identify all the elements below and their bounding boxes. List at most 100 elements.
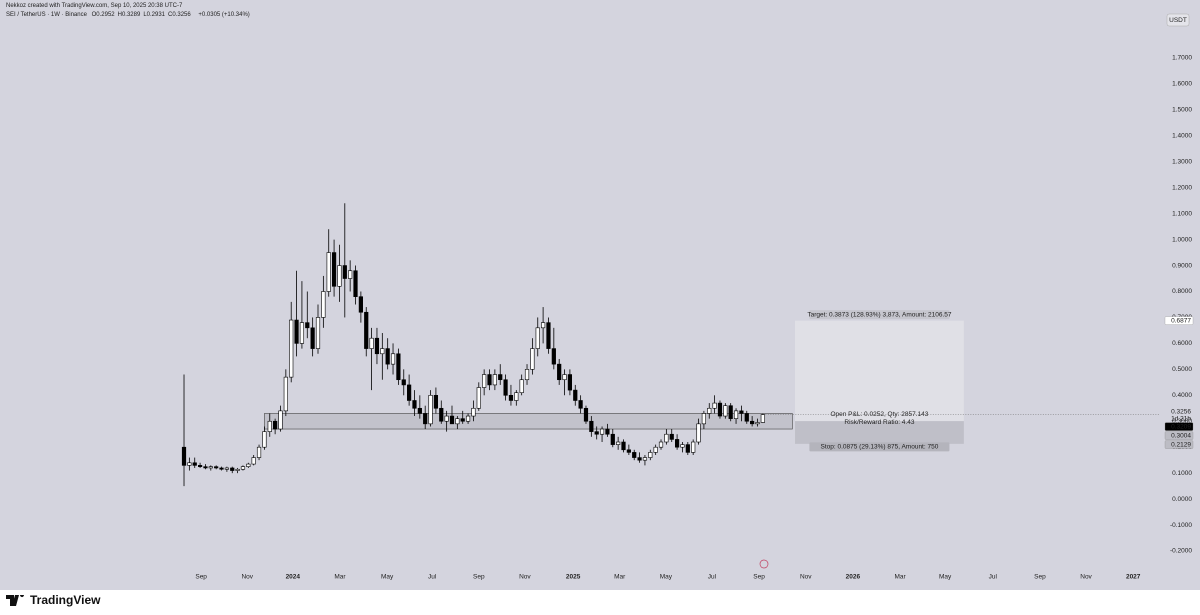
y-tick-label: 0.0000: [1172, 496, 1192, 503]
candle-body: [348, 270, 353, 279]
x-tick-label: 2026: [846, 574, 861, 581]
y-tick-label: -0.1000: [1170, 522, 1192, 529]
candle-body: [626, 449, 631, 453]
candle-body: [514, 392, 519, 401]
y-tick-label: 1.7000: [1172, 55, 1192, 62]
x-tick-label: Jul: [428, 574, 437, 581]
x-tick-label: 2025: [566, 574, 581, 581]
x-tick-label: May: [381, 574, 394, 581]
candle-body: [637, 457, 642, 461]
label-box: [809, 442, 950, 452]
x-tick-label: Mar: [894, 574, 906, 581]
chart: USDT -0.2000-0.10000.00000.10000.20000.3…: [0, 0, 1200, 590]
candle-body: [717, 402, 723, 417]
candle-body: [760, 414, 765, 423]
candle-body: [251, 457, 256, 465]
candle-body: [498, 374, 503, 381]
zone: [264, 413, 793, 430]
event-icon[interactable]: [759, 559, 769, 569]
candle-body: [197, 465, 203, 467]
candle-body: [374, 337, 380, 355]
candle-body: [712, 402, 717, 409]
y-tick-label: 1.4000: [1172, 133, 1192, 140]
ohlc-key: H: [117, 12, 122, 18]
candle-body: [691, 441, 696, 453]
candle-body: [460, 418, 465, 422]
candle-body: [208, 466, 213, 469]
candle-body: [273, 420, 278, 430]
candle-body: [605, 428, 610, 435]
x-tick-label: Mar: [334, 574, 346, 581]
candle-body: [412, 400, 417, 409]
header: Nekkoz created with TradingView.com, Sep…: [6, 2, 253, 20]
ohlc-value: 0.2952: [96, 12, 115, 18]
candle-body: [664, 433, 669, 443]
legend: SEI / TetherUS · 1W · Binance O0.2952 H0.…: [6, 11, 253, 20]
candle-body: [503, 379, 508, 396]
candle-body: [583, 407, 589, 422]
marker-price-box: [1164, 422, 1194, 431]
candle-body: [642, 457, 648, 461]
target-area: [795, 320, 964, 422]
candle-body: [219, 467, 224, 470]
chart-background: [0, 0, 1200, 590]
currency-box[interactable]: [1166, 13, 1190, 27]
candle-body: [407, 384, 412, 401]
candle-body: [755, 422, 760, 425]
candle-body: [321, 291, 326, 318]
y-tick-label: 0.1000: [1172, 470, 1192, 477]
candle-body: [364, 311, 369, 349]
candle-body: [380, 348, 385, 355]
candle-body: [680, 444, 685, 448]
stop-area: [795, 421, 964, 444]
candle-body: [428, 394, 433, 425]
candle-body: [573, 389, 578, 401]
candle-body: [294, 319, 299, 344]
ohlc-key: C: [168, 12, 173, 18]
marker-price: 0.3209: [1171, 423, 1191, 430]
candle-body: [589, 420, 594, 432]
candle-body: [541, 322, 546, 329]
candle-body: [369, 337, 374, 349]
candle-body: [289, 319, 294, 378]
x-tick-label: Sep: [195, 574, 207, 581]
x-tick-label: Nov: [800, 574, 812, 581]
candle-body: [246, 463, 251, 467]
candle-body: [342, 265, 347, 279]
candle-body: [187, 462, 192, 466]
candle-body: [214, 466, 219, 469]
x-tick-label: Jul: [989, 574, 998, 581]
y-tick-label: 0.4000: [1172, 392, 1192, 399]
x-tick-label: Sep: [1034, 574, 1046, 581]
entry-price-box: [1164, 431, 1194, 440]
candle-body: [401, 379, 406, 386]
y-tick-label: 1.0000: [1172, 236, 1192, 243]
candle-body: [658, 441, 664, 448]
y-tick-label: 0.5000: [1172, 366, 1192, 373]
candle-body: [256, 446, 262, 458]
candle-body: [669, 433, 674, 440]
y-tick-label: 0.9000: [1172, 262, 1192, 269]
candle-body: [235, 468, 240, 471]
candle-body: [551, 348, 556, 365]
x-tick-label: Sep: [753, 574, 765, 581]
candle-body: [465, 415, 471, 422]
x-tick-label: Nov: [241, 574, 253, 581]
candle-body: [396, 353, 401, 381]
x-tick-label: 2027: [1126, 574, 1141, 581]
candle-body: [648, 452, 653, 458]
ohlc-value: 0.3256: [172, 12, 191, 18]
candle-body: [471, 407, 476, 417]
ohlc-key: L: [143, 12, 147, 18]
candle-body: [192, 462, 197, 466]
x-tick-label: Jul: [708, 574, 717, 581]
x-tick-label: May: [660, 574, 673, 581]
candle-body: [599, 428, 605, 435]
candle-body: [739, 410, 744, 414]
candle-body: [562, 374, 567, 381]
candle-body: [524, 369, 530, 381]
candle-body: [707, 407, 712, 414]
candle-body: [744, 413, 749, 422]
y-tick-label: 1.1000: [1172, 210, 1192, 217]
